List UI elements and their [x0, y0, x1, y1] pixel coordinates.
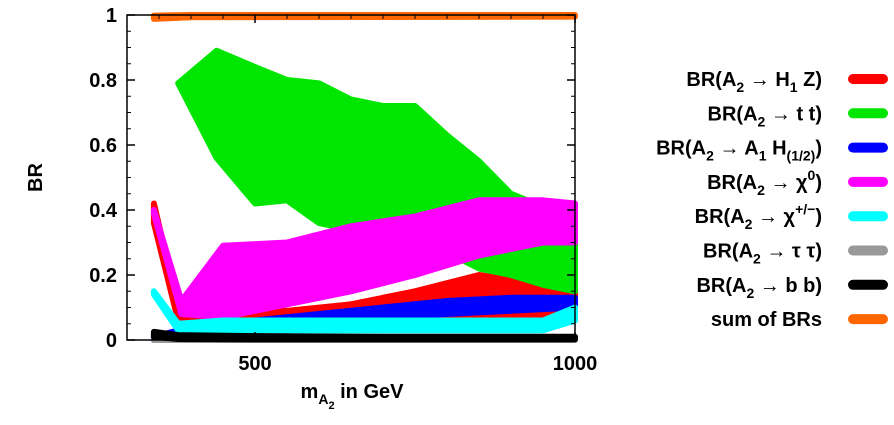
y-tick-label: 1 [106, 5, 117, 27]
legend-label-br-a2-h1-z: BR(A2 → H1 Z) [686, 69, 822, 95]
legend-label-br-a2-0: BR(A2 → χ0) [707, 167, 822, 198]
y-tick-label: 0.6 [89, 135, 117, 157]
legend-label-br-a2: BR(A2 → τ τ) [703, 241, 822, 267]
axes-layer: 0 0.2 0.4 0.6 0.8 1 500 1000 BR mA2 in GeV [25, 5, 597, 412]
y-tick-label: 0.2 [89, 265, 117, 287]
legend-label-sum-of-brs: sum of BRs [711, 309, 822, 331]
y-tick-label: 0.4 [89, 200, 118, 222]
y-tick-label: 0 [106, 330, 117, 352]
legend-label-br-a2-b-b: BR(A2 → b b) [696, 275, 822, 301]
y-tick-label: 0.8 [89, 70, 117, 92]
x-axis-label: mA2 in GeV [301, 381, 405, 412]
bands-layer [150, 12, 578, 343]
legend-label-br-a2-t-t: BR(A2 → t t) [708, 103, 822, 129]
legend-label-br-a2-a1-h-1-2: BR(A2 → A1 H(1/2)) [656, 138, 822, 164]
x-tick-label: 1000 [553, 353, 598, 375]
legend: BR(A2 → H1 Z) BR(A2 → t t) BR(A2 → A1 H(1/… [656, 69, 888, 331]
x-tick-label: 500 [238, 353, 271, 375]
legend-label-br-a2: BR(A2 → χ+/−) [695, 201, 822, 232]
y-axis-label: BR [25, 163, 47, 192]
